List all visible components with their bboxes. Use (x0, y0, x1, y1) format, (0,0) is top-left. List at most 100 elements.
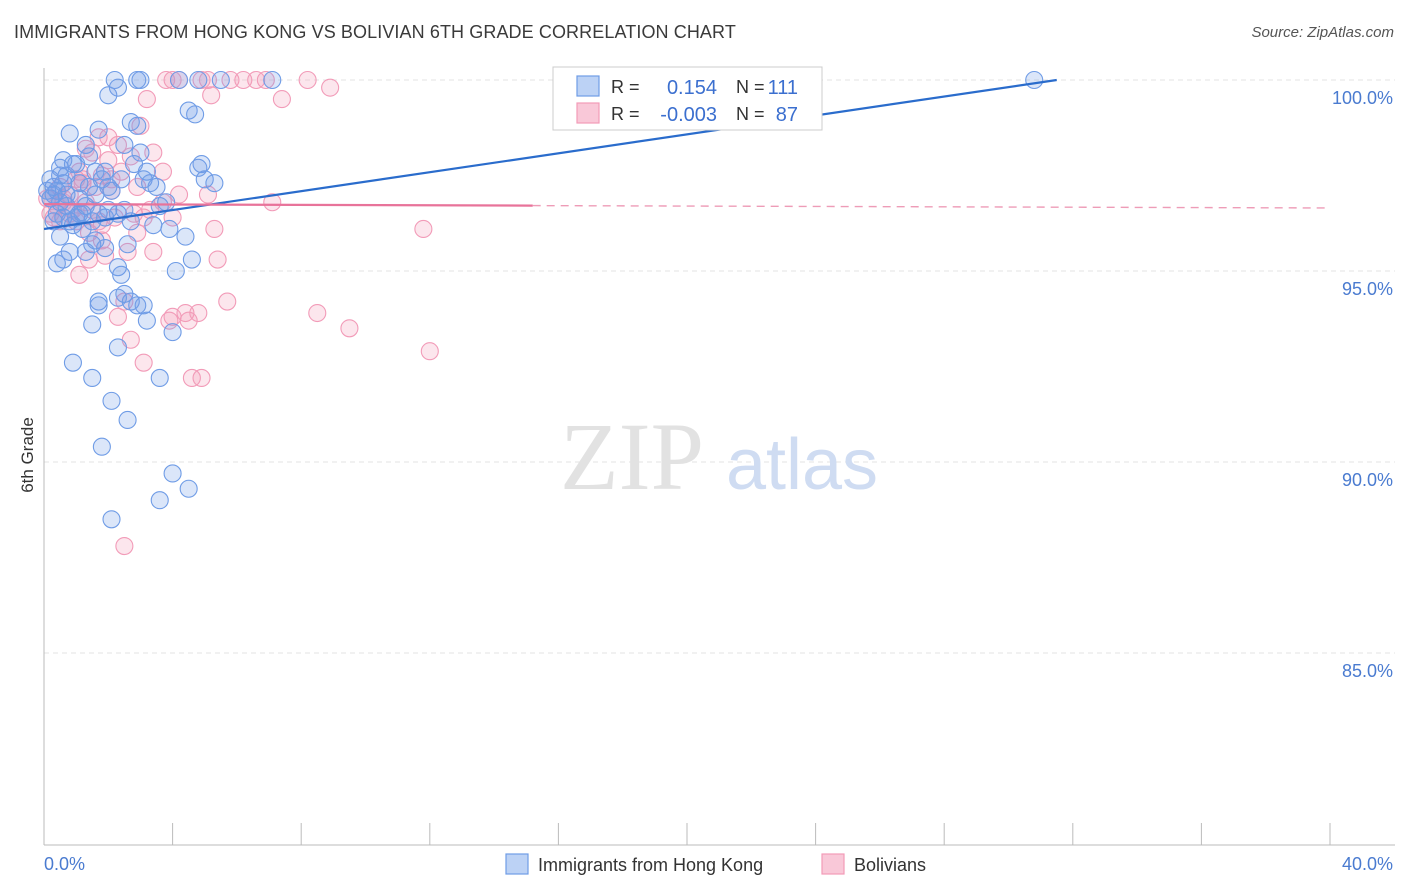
bolivians-point (153, 162, 173, 181)
bolivians-point (414, 219, 433, 239)
hong-kong-point (1025, 70, 1044, 90)
hong-kong-point (157, 193, 176, 212)
watermark: ZIP atlas (560, 403, 878, 510)
chart-source: Source: ZipAtlas.com (1251, 24, 1394, 41)
y-tick-label: 85.0% (1342, 661, 1393, 681)
hong-kong-points (38, 70, 1044, 529)
bolivians-trend-line (43, 203, 533, 207)
hong-kong-point (96, 239, 115, 258)
hong-kong-point (70, 204, 89, 223)
bolivians-point (99, 151, 118, 170)
legend-label-hong-kong: Immigrants from Hong Kong (538, 855, 763, 875)
hong-kong-point (57, 166, 76, 185)
hong-kong-point (102, 391, 121, 410)
hong-kong-point (137, 311, 156, 330)
hong-kong-point (54, 250, 73, 269)
bolivians-point (247, 70, 266, 90)
chart-title: IMMIGRANTS FROM HONG KONG VS BOLIVIAN 6T… (14, 22, 736, 42)
hong-kong-point (44, 212, 63, 231)
bolivians-point (221, 70, 240, 90)
bolivians-point (202, 86, 221, 105)
hong-kong-point (92, 437, 111, 456)
stats-swatch-pink (576, 102, 600, 124)
hong-kong-point (108, 78, 127, 97)
hong-kong-point (131, 70, 150, 90)
hong-kong-point (112, 265, 131, 284)
hong-kong-point (118, 410, 137, 430)
bolivians-point (115, 536, 134, 556)
bolivians-point (182, 368, 201, 388)
grid-lines (44, 79, 1395, 654)
hong-kong-point (83, 315, 102, 334)
hong-kong-point (195, 170, 214, 189)
bolivians-point (70, 265, 89, 284)
hong-kong-point (189, 70, 208, 90)
hong-kong-point (115, 135, 134, 154)
y-tick-labels: 100.0% 95.0% 90.0% 85.0% (1332, 88, 1393, 681)
watermark-zip: ZIP (560, 403, 704, 510)
bolivians-point (108, 307, 127, 326)
hong-kong-point (89, 296, 108, 315)
hong-kong-point (147, 177, 166, 197)
hong-kong-point (211, 70, 230, 90)
axes (43, 68, 1395, 846)
bolivians-point (340, 319, 359, 338)
hong-kong-point (192, 154, 211, 174)
bolivians-point (192, 368, 211, 388)
hong-kong-point (263, 70, 282, 90)
hong-kong-point (150, 368, 169, 388)
hong-kong-point (76, 242, 95, 261)
stats-swatch-blue (576, 75, 600, 97)
legend-swatch-hong-kong (505, 853, 529, 875)
hong-kong-point (182, 250, 201, 269)
bolivians-trend-extension (532, 204, 1331, 209)
legend-swatch-bolivians (821, 853, 845, 875)
bottom-legend: Immigrants from Hong Kong Bolivians (505, 853, 926, 875)
hong-kong-point (112, 170, 131, 189)
bolivians-point (205, 219, 224, 239)
hong-kong-point (163, 323, 182, 342)
hong-kong-point (89, 120, 108, 139)
bolivians-point (198, 70, 218, 90)
hong-kong-point (102, 510, 121, 529)
hong-kong-point (60, 242, 79, 261)
bolivians-point (137, 90, 156, 109)
stat-r-value-pink: -0.003 (660, 104, 717, 126)
hong-kong-point (86, 162, 105, 181)
bolivians-point (321, 78, 340, 97)
hong-kong-point (186, 105, 205, 124)
bolivians-point (99, 128, 118, 147)
bolivians-point (208, 250, 227, 269)
bolivians-point (160, 311, 179, 330)
hong-kong-point (134, 296, 153, 315)
hong-kong-point (115, 200, 134, 219)
hong-kong-point (150, 491, 169, 510)
hong-kong-point (118, 235, 137, 254)
bolivians-point (234, 70, 253, 90)
bolivians-point (163, 70, 182, 90)
hong-kong-point (169, 70, 189, 90)
bolivians-point (179, 311, 198, 330)
watermark-atlas: atlas (726, 425, 878, 505)
bolivians-point (144, 143, 163, 162)
hong-kong-point (128, 116, 147, 135)
hong-kong-point (89, 292, 108, 311)
x-tick-label: 0.0% (44, 854, 85, 874)
hong-kong-point (160, 219, 179, 239)
y-tick-label: 90.0% (1342, 470, 1393, 490)
bolivians-point (96, 246, 115, 265)
bolivians-point (118, 242, 137, 261)
bolivians-point (144, 242, 163, 261)
x-tick-label: 40.0% (1342, 854, 1393, 874)
hong-kong-point (131, 143, 150, 162)
hong-kong-point (63, 154, 82, 174)
hong-kong-point (144, 216, 163, 235)
hong-kong-point (205, 174, 224, 193)
bolivians-point (256, 70, 275, 90)
stat-n-label: N = (736, 77, 765, 97)
hong-kong-point (176, 227, 195, 246)
hong-kong-point (83, 368, 102, 388)
bolivians-point (298, 70, 317, 90)
bolivians-point (308, 303, 327, 323)
